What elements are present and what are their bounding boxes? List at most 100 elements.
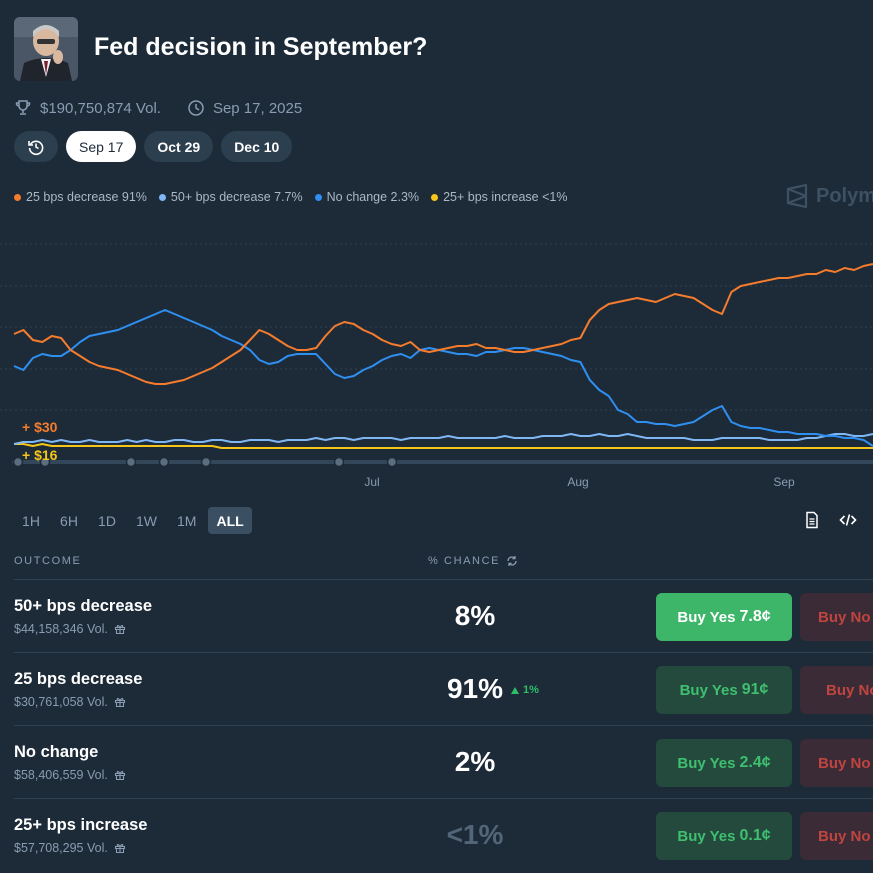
col-chance: % CHANCE	[428, 555, 518, 567]
outcome-row[interactable]: 25+ bps increase $57,708,295 Vol. <1% Bu…	[14, 798, 873, 872]
refresh-icon[interactable]	[506, 555, 518, 567]
price-chart[interactable]: Jul Aug Sep + $30 + $16	[0, 230, 873, 500]
buy-yes-button[interactable]: Buy Yes 0.1¢	[656, 812, 792, 860]
outcome-volume-text: $44,158,346 Vol.	[14, 622, 108, 636]
chart-grid	[0, 243, 873, 411]
chart-annotation: + $16	[22, 447, 58, 463]
timeline-marker[interactable]	[39, 456, 51, 468]
timeline-marker[interactable]	[386, 456, 398, 468]
buy-yes-price: 7.8¢	[739, 608, 771, 625]
outcome-volume: $44,158,346 Vol.	[14, 622, 126, 636]
legend-dot	[314, 193, 322, 201]
chart-annotations: + $30 + $16	[22, 419, 58, 463]
legend-item: 50+ bps decrease 7.7%	[158, 190, 303, 204]
outcome-row[interactable]: No change $58,406,559 Vol. 2% Buy Yes 2.4…	[14, 725, 873, 799]
document-icon	[806, 511, 818, 529]
total-volume: $190,750,874 Vol.	[40, 99, 161, 117]
outcome-volume-text: $58,406,559 Vol.	[14, 768, 108, 782]
clock-icon	[187, 99, 205, 117]
outcome-volume: $57,708,295 Vol.	[14, 841, 126, 855]
legend-label: 25 bps decrease 91%	[26, 190, 147, 204]
legend-dot	[431, 193, 439, 201]
gift-icon[interactable]	[114, 769, 126, 781]
chance-delta: 1%	[511, 684, 539, 696]
outcome-row[interactable]: 50+ bps decrease $44,158,346 Vol. 8% Buy…	[14, 579, 873, 653]
legend-item: 25 bps decrease 91%	[14, 190, 147, 204]
up-triangle-icon	[511, 686, 519, 694]
date-tab-sep-17[interactable]: Sep 17	[66, 131, 137, 162]
outcome-chance: 8%	[454, 600, 496, 631]
range-6h[interactable]: 6H	[60, 512, 78, 529]
outcome-volume-text: $57,708,295 Vol.	[14, 841, 108, 855]
col-chance-label: % CHANCE	[428, 555, 501, 567]
market-meta: $190,750,874 Vol. Sep 17, 2025	[14, 98, 302, 118]
outcome-chance: <1%	[446, 819, 504, 850]
buy-yes-button[interactable]: Buy Yes 7.8¢	[656, 593, 792, 641]
gift-icon[interactable]	[114, 696, 126, 708]
range-1h[interactable]: 1H	[22, 512, 40, 529]
buy-yes-label: Buy Yes	[677, 608, 736, 626]
chance-delta-value: 1%	[523, 684, 539, 696]
timeline-marker[interactable]	[333, 456, 345, 468]
brand-watermark: Polym	[786, 184, 873, 208]
outcome-row[interactable]: 25 bps decrease $30,761,058 Vol. 91% 1% …	[14, 652, 873, 726]
chart-annotation: + $30	[22, 419, 58, 435]
date-tab-oct-29[interactable]: Oct 29	[144, 131, 214, 162]
market-avatar	[14, 17, 78, 81]
buy-yes-button[interactable]: Buy Yes 2.4¢	[656, 739, 792, 787]
timeline-marker[interactable]	[125, 456, 137, 468]
gift-icon[interactable]	[114, 623, 126, 635]
series-line-no-change	[13, 309, 873, 447]
buy-no-button[interactable]: Buy No	[800, 666, 873, 714]
outcome-name: 25 bps decrease	[14, 670, 143, 688]
series-line-50-bps-decrease	[13, 433, 873, 445]
end-date: Sep 17, 2025	[212, 99, 303, 117]
buy-yes-button[interactable]: Buy Yes 91¢	[656, 666, 792, 714]
legend-dot	[14, 193, 21, 201]
outcome-volume-text: $30,761,058 Vol.	[14, 695, 108, 709]
timeline-marker[interactable]	[158, 456, 170, 468]
outcome-volume: $58,406,559 Vol.	[14, 768, 126, 782]
buy-yes-label: Buy Yes	[677, 827, 736, 845]
outcome-chance: 91%	[446, 673, 504, 704]
x-tick-label: Aug	[567, 475, 588, 489]
chart-timeline-track	[12, 456, 873, 468]
history-icon	[28, 140, 44, 155]
buy-yes-label: Buy Yes	[679, 681, 738, 699]
buy-yes-price: 0.1¢	[739, 827, 771, 844]
legend-item: 25+ bps increase <1%	[431, 190, 567, 204]
time-range-selector: 1H 6H 1D 1W 1M ALL	[14, 507, 252, 534]
page-title: Fed decision in September?	[94, 33, 428, 61]
document-button[interactable]	[803, 511, 821, 534]
date-tab-dec-10[interactable]: Dec 10	[221, 131, 293, 162]
col-outcome: OUTCOME	[14, 555, 82, 567]
range-1w[interactable]: 1W	[136, 512, 157, 529]
brand-name: Polym	[816, 184, 873, 207]
outcome-name: 50+ bps decrease	[14, 597, 153, 615]
legend-label: No change 2.3%	[326, 190, 420, 204]
x-tick-label: Jul	[364, 475, 379, 489]
range-1m[interactable]: 1M	[177, 512, 197, 529]
range-1d[interactable]: 1D	[98, 512, 116, 529]
chart-series	[13, 263, 873, 449]
buy-yes-price: 2.4¢	[739, 754, 771, 771]
avatar-portrait	[14, 17, 78, 81]
gift-icon[interactable]	[114, 842, 126, 854]
polymarket-logo-icon	[786, 184, 808, 208]
legend-dot	[158, 193, 166, 201]
buy-no-button[interactable]: Buy No	[800, 812, 873, 860]
outcome-name: No change	[14, 743, 99, 761]
embed-button[interactable]	[839, 511, 857, 534]
outcome-volume: $30,761,058 Vol.	[14, 695, 126, 709]
history-button[interactable]	[14, 131, 58, 162]
legend-label: 25+ bps increase <1%	[443, 190, 568, 204]
range-all[interactable]: ALL	[208, 507, 252, 534]
chart-legend: 25 bps decrease 91% 50+ bps decrease 7.7…	[14, 190, 567, 204]
buy-no-button[interactable]: Buy No	[800, 739, 873, 787]
timeline-marker[interactable]	[200, 456, 212, 468]
series-line-25-bps-increase	[14, 443, 873, 449]
timeline-marker[interactable]	[12, 456, 24, 468]
buy-no-button[interactable]: Buy No	[800, 593, 873, 641]
outcome-chance: 2%	[454, 746, 496, 777]
x-tick-label: Sep	[773, 475, 795, 489]
